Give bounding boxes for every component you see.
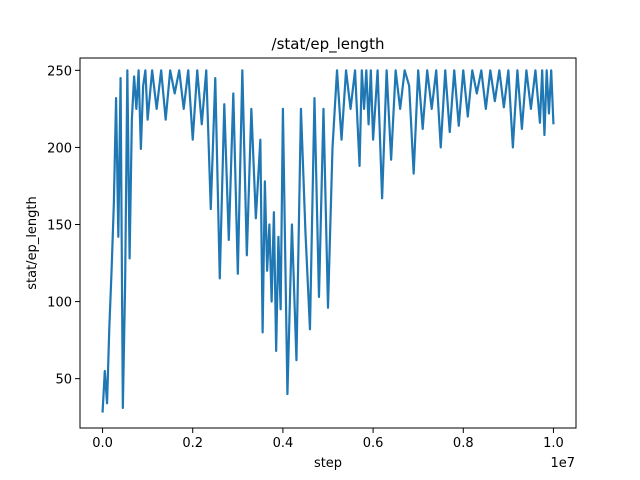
x-tick-label: 0.0 [92,436,113,451]
series-layer [101,69,555,413]
x-tick-label: 0.4 [273,436,294,451]
x-axis: 0.0 0.2 0.4 0.6 0.8 1.0 [92,428,564,451]
y-tick-label: 100 [47,296,72,311]
y-tick-label: 50 [55,373,72,388]
y-tick-label: 200 [47,141,72,156]
x-tick-label: 0.8 [453,436,474,451]
y-tick-label: 250 [47,64,72,79]
x-tick-label: 1.0 [543,436,564,451]
series-line-0 [101,69,555,413]
x-axis-offset-label: 1e7 [550,456,575,471]
y-axis-label: stat/ep_length [25,196,40,290]
chart-title: /stat/ep_length [272,35,385,54]
y-axis: 50 100 150 200 250 [47,64,80,388]
y-tick-label: 150 [47,219,72,234]
x-axis-label: step [314,456,342,471]
plot-area-frame [79,57,577,429]
x-tick-label: 0.6 [363,436,384,451]
x-tick-label: 0.2 [182,436,203,451]
